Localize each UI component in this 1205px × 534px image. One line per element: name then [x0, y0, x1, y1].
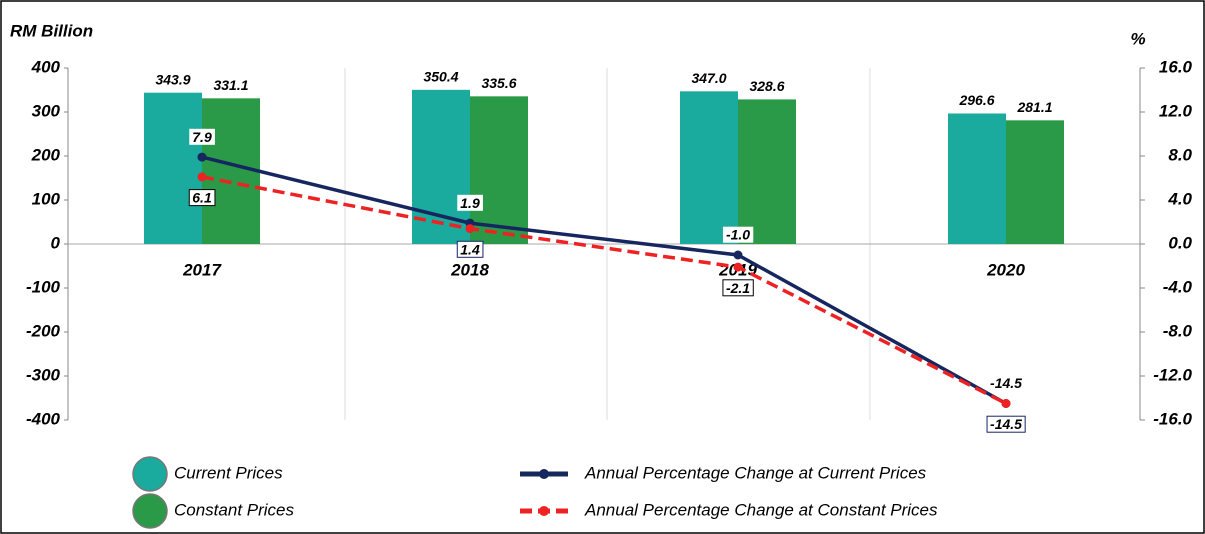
y2-tick-label: 16.0: [1159, 57, 1193, 76]
line: [201, 155, 1007, 406]
legend-label: Constant Prices: [174, 500, 294, 519]
label-box: [722, 279, 754, 297]
line-point: [733, 250, 743, 260]
bar: [738, 99, 796, 244]
x-tick-label: 2018: [450, 260, 489, 279]
bar-label: 328.6: [749, 78, 784, 94]
label-box: [188, 189, 216, 207]
bar: [470, 96, 528, 244]
legend-label: Current Prices: [174, 463, 283, 482]
y-tick-label: -400: [26, 409, 61, 428]
label-box: [189, 128, 215, 145]
bar-label: 343.9: [155, 71, 190, 87]
y-tick-label: -100: [26, 277, 61, 296]
line-label: 7.9: [192, 129, 212, 145]
y2-tick-label: 8.0: [1168, 145, 1192, 164]
line-label: -2.1: [726, 280, 750, 296]
label-box: [456, 240, 484, 258]
legend-swatch: [132, 456, 168, 492]
y-tick-label: 300: [32, 101, 61, 120]
y2-tick-label: -16.0: [1153, 409, 1192, 428]
line-label: 1.9: [460, 195, 480, 211]
line-point: [197, 152, 207, 162]
line-point: [465, 224, 475, 234]
line: [201, 175, 1007, 406]
line-label: 6.1: [192, 190, 212, 206]
bar-label: 347.0: [691, 70, 726, 86]
line-point: [733, 262, 743, 272]
y-tick-label: -300: [26, 365, 61, 384]
y2-tick-label: -8.0: [1163, 321, 1193, 340]
bar: [1006, 120, 1064, 244]
y2-tick-label: -4.0: [1163, 277, 1193, 296]
legend-marker: [539, 506, 549, 516]
y-axis-label: RM Billion: [10, 21, 93, 40]
bar: [144, 92, 202, 245]
legend-label: Annual Percentage Change at Constant Pri…: [584, 500, 938, 519]
line-label: -14.5: [990, 375, 1022, 391]
line-label: -1.0: [726, 227, 750, 243]
bar-label: 296.6: [958, 92, 994, 108]
x-tick-label: 2017: [182, 260, 222, 279]
legend-label: Annual Percentage Change at Current Pric…: [584, 463, 927, 482]
bar: [948, 113, 1006, 244]
y2-tick-label: 0.0: [1168, 233, 1192, 252]
label-box: [986, 415, 1026, 433]
bar-label: 335.6: [481, 75, 516, 91]
y-tick-label: 0: [51, 233, 61, 252]
y-tick-label: 100: [32, 189, 61, 208]
line-label: 1.4: [460, 241, 480, 257]
label-box: [722, 226, 754, 243]
bar-label: 350.4: [423, 69, 458, 85]
y2-tick-label: 12.0: [1159, 101, 1193, 120]
line-point: [197, 172, 207, 182]
label-box: [457, 194, 483, 211]
bar-label: 331.1: [213, 77, 248, 93]
line-point: [1001, 399, 1011, 408]
y2-axis-label: %: [1130, 29, 1145, 48]
y2-tick-label: 4.0: [1167, 189, 1192, 208]
line-label: -14.5: [990, 416, 1022, 432]
bar: [680, 91, 738, 244]
y-tick-label: 200: [31, 145, 61, 164]
y-tick-label: -200: [26, 321, 61, 340]
x-tick-label: 2020: [986, 260, 1025, 279]
bar: [202, 98, 260, 244]
legend-marker: [539, 469, 549, 479]
y2-tick-label: -12.0: [1153, 365, 1192, 384]
legend-swatch: [132, 493, 168, 529]
y-tick-label: 400: [31, 57, 61, 76]
bar-label: 281.1: [1016, 99, 1052, 115]
